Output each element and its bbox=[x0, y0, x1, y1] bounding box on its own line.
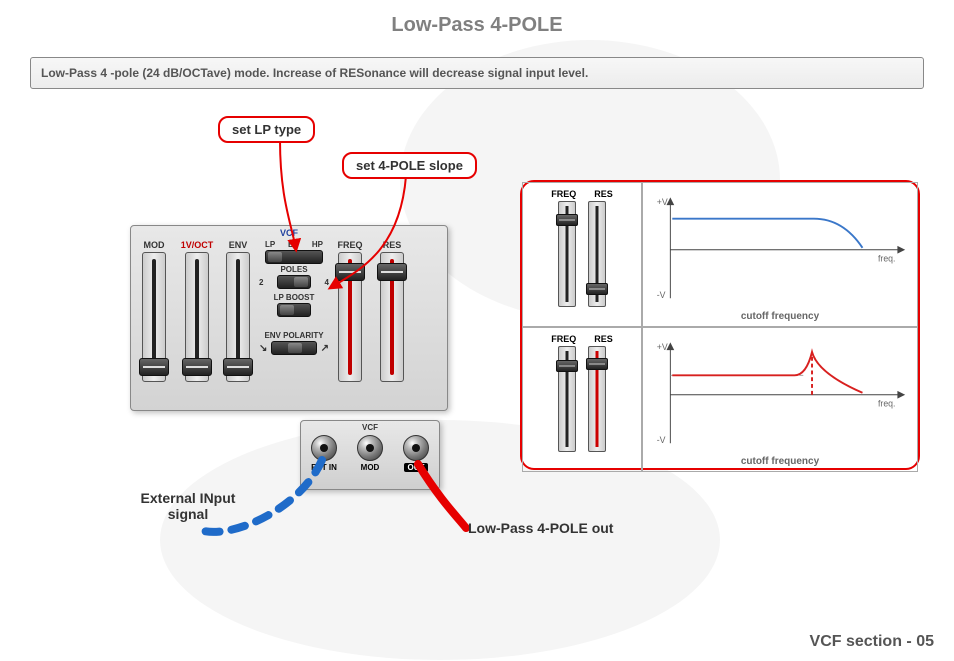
d2-graph: +V -V freq. cutoff frequency bbox=[642, 327, 918, 472]
jack-mod[interactable]: MOD bbox=[357, 435, 383, 472]
switch-filter-type[interactable] bbox=[265, 250, 323, 264]
slider-env-label: ENV bbox=[223, 240, 253, 250]
d2-freq-label: FREQ bbox=[551, 334, 576, 344]
d2-res-label: RES bbox=[594, 334, 613, 344]
vcf-panel-title: VCF bbox=[280, 228, 298, 238]
switch-poles[interactable] bbox=[277, 275, 311, 289]
slider-res-label: RES bbox=[377, 240, 407, 250]
d2-slider-res bbox=[588, 346, 606, 452]
svg-text:freq.: freq. bbox=[878, 399, 895, 409]
svg-text:freq.: freq. bbox=[878, 253, 895, 263]
switch-hp-label: HP bbox=[312, 240, 323, 249]
d1-freq-label: FREQ bbox=[551, 189, 576, 199]
callout-slope: set 4-POLE slope bbox=[342, 152, 477, 179]
slider-env[interactable] bbox=[226, 252, 250, 382]
page-footer: VCF section - 05 bbox=[810, 633, 934, 651]
slider-mod-label: MOD bbox=[139, 240, 169, 250]
annotation-ext-in: External INput signal bbox=[128, 490, 248, 522]
jack-out-label: OUT bbox=[404, 463, 429, 472]
slider-1voct-label: 1V/OCT bbox=[177, 240, 217, 250]
svg-text:+V: +V bbox=[657, 342, 668, 352]
slider-freq[interactable] bbox=[338, 252, 362, 382]
page-title: Low-Pass 4-POLE bbox=[0, 0, 954, 37]
d1-slider-res bbox=[588, 201, 606, 307]
d1-caption: cutoff frequency bbox=[643, 311, 917, 322]
vcf-panel: VCF MOD 1V/OCT ENV LP BP HP POLES 2 4 LP… bbox=[130, 225, 448, 411]
poles-4-label: 4 bbox=[325, 278, 329, 287]
jack-extin-label: EXT IN bbox=[311, 463, 337, 472]
slider-res[interactable] bbox=[380, 252, 404, 382]
jack-panel: VCF EXT IN MOD OUT bbox=[300, 420, 440, 490]
d2-caption: cutoff frequency bbox=[643, 456, 917, 467]
switch-envpol-label: ENV POLARITY bbox=[259, 331, 329, 340]
jack-ext-in[interactable]: EXT IN bbox=[311, 435, 337, 472]
slider-freq-label: FREQ bbox=[335, 240, 365, 250]
poles-2-label: 2 bbox=[259, 278, 263, 287]
jack-out[interactable]: OUT bbox=[403, 435, 429, 472]
d1-res-label: RES bbox=[594, 189, 613, 199]
svg-text:-V: -V bbox=[657, 290, 666, 300]
slider-mod[interactable] bbox=[142, 252, 166, 382]
slider-1voct[interactable] bbox=[185, 252, 209, 382]
callout-lp-type: set LP type bbox=[218, 116, 315, 143]
switch-bp-label: BP bbox=[288, 240, 299, 249]
d1-graph: +V -V freq. cutoff frequency bbox=[642, 182, 918, 327]
switch-env-polarity[interactable] bbox=[271, 341, 317, 355]
switch-poles-label: POLES bbox=[259, 265, 329, 274]
svg-text:+V: +V bbox=[657, 197, 668, 207]
d1-slider-freq bbox=[558, 201, 576, 307]
diagram-panel: FREQ RES +V -V freq. cutoff frequency FR… bbox=[520, 180, 920, 470]
switch-lp-boost[interactable] bbox=[277, 303, 311, 317]
d2-slider-freq bbox=[558, 346, 576, 452]
jack-panel-title: VCF bbox=[362, 423, 378, 432]
svg-text:-V: -V bbox=[657, 435, 666, 445]
switch-lpboost-label: LP BOOST bbox=[259, 293, 329, 302]
switch-lp-label: LP bbox=[265, 240, 275, 249]
annotation-out: Low-Pass 4-POLE out bbox=[468, 520, 613, 536]
description-box: Low-Pass 4 -pole (24 dB/OCTave) mode. In… bbox=[30, 57, 924, 89]
jack-mod-label: MOD bbox=[361, 463, 380, 472]
